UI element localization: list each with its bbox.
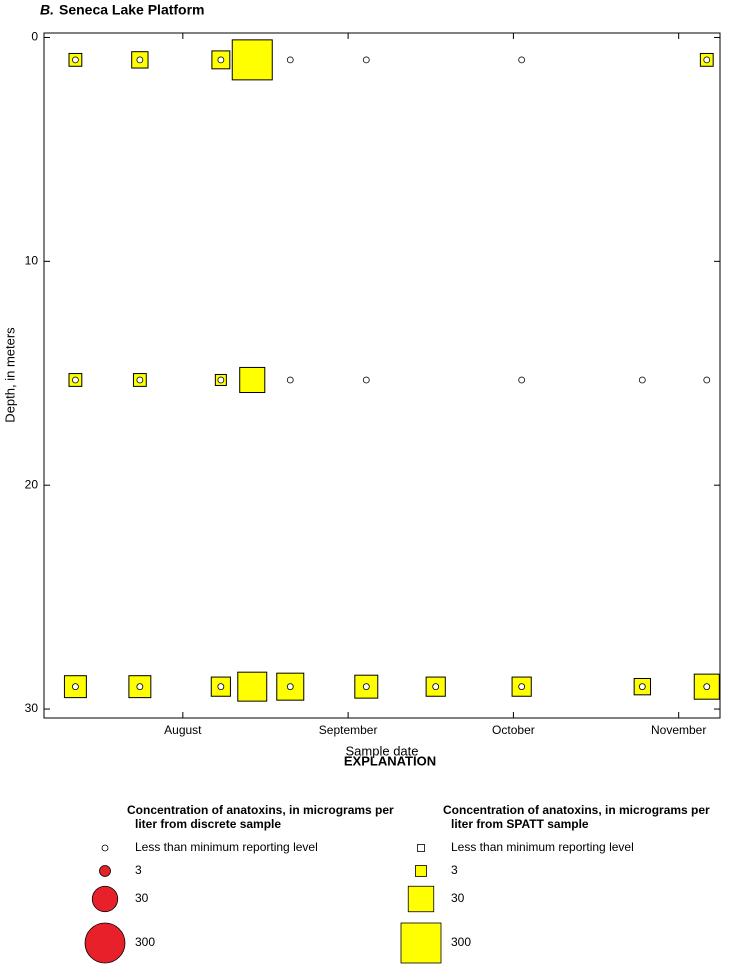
legend-below-mrl	[417, 844, 425, 852]
legend-below-mrl	[101, 844, 109, 852]
legend-label: Less than minimum reporting level	[135, 840, 318, 854]
spatt-square	[231, 39, 273, 81]
discrete-below-mrl	[432, 683, 440, 691]
y-tick-label: 0	[31, 30, 38, 44]
discrete-below-mrl	[703, 683, 711, 691]
discrete-below-mrl	[362, 56, 370, 64]
discrete-below-mrl	[72, 376, 79, 384]
legend-label: 300	[135, 935, 155, 949]
legend-label: 3	[135, 863, 142, 877]
legend-heading: Concentration of anatoxins, in microgram…	[127, 803, 394, 831]
discrete-below-mrl	[72, 56, 79, 64]
discrete-below-mrl	[217, 56, 225, 64]
discrete-below-mrl	[72, 683, 79, 691]
discrete-below-mrl	[703, 376, 711, 384]
discrete-below-mrl	[136, 376, 144, 384]
legend-size-key	[99, 865, 111, 877]
y-tick-label: 10	[25, 254, 39, 268]
spatt-square	[237, 671, 268, 702]
discrete-below-mrl	[362, 683, 370, 691]
legend-size-key	[84, 922, 126, 964]
legend-size-key	[91, 885, 119, 913]
discrete-below-mrl	[518, 683, 526, 691]
legend-label: Less than minimum reporting level	[451, 840, 634, 854]
x-axis-label: Sample date	[346, 743, 419, 758]
x-tick-label: September	[319, 723, 378, 737]
legend-label: 300	[451, 935, 471, 949]
spatt-square	[693, 673, 720, 700]
discrete-below-mrl	[286, 376, 294, 384]
legend-heading: Concentration of anatoxins, in microgram…	[443, 803, 710, 831]
legend-size-key	[400, 922, 442, 964]
discrete-below-mrl	[136, 56, 144, 64]
legend-title: EXPLANATION	[344, 753, 436, 768]
discrete-below-mrl	[286, 683, 294, 691]
legend-label: 3	[451, 863, 458, 877]
legend-label: 30	[135, 891, 149, 905]
legend-label: 30	[451, 891, 465, 905]
discrete-below-mrl	[136, 683, 144, 691]
plot-frame	[43, 32, 721, 719]
discrete-below-mrl	[703, 56, 711, 64]
x-tick-label: October	[492, 723, 535, 737]
y-tick-label: 20	[25, 477, 39, 491]
legend-size-key	[407, 885, 435, 913]
discrete-below-mrl	[217, 683, 225, 691]
discrete-below-mrl	[638, 376, 646, 384]
panel-letter: B.	[40, 2, 54, 18]
spatt-square	[239, 366, 266, 394]
discrete-below-mrl	[362, 376, 370, 384]
y-axis-label: Depth, in meters	[2, 327, 17, 423]
chart-title: Seneca Lake Platform	[59, 2, 205, 18]
discrete-below-mrl	[638, 683, 646, 691]
discrete-below-mrl	[518, 56, 526, 64]
discrete-below-mrl	[518, 376, 526, 384]
discrete-below-mrl	[286, 56, 294, 64]
x-tick-label: November	[651, 723, 706, 737]
y-tick-label: 30	[25, 701, 39, 715]
discrete-below-mrl	[217, 376, 225, 384]
x-tick-label: August	[164, 723, 202, 737]
legend-size-key	[415, 865, 427, 877]
